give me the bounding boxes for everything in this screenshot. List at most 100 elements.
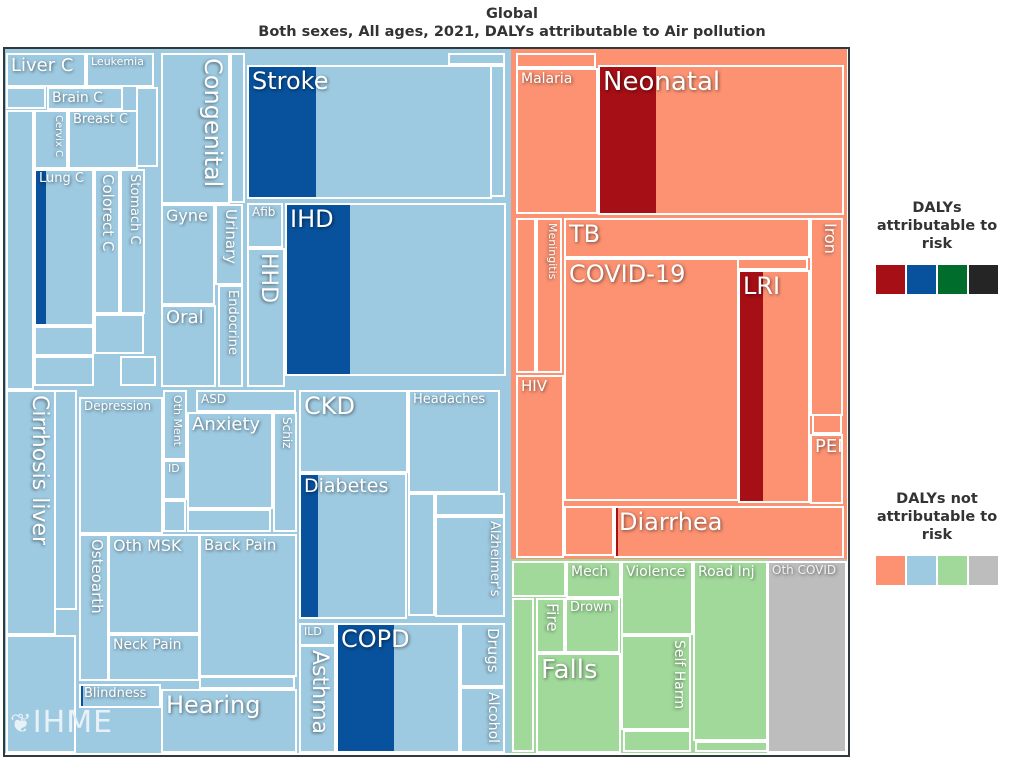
cell-label: Mech: [571, 564, 609, 580]
treemap-cell-ild[interactable]: ILD: [299, 623, 336, 646]
treemap-cell-alzheimer-s[interactable]: Alzheimer's: [435, 516, 505, 617]
treemap-cell-unlabeled[interactable]: [230, 53, 245, 203]
cell-label: PEM: [815, 436, 841, 457]
cell-label: Self Harm: [671, 640, 687, 710]
treemap-cell-unlabeled[interactable]: [6, 110, 34, 390]
treemap-cell-malaria[interactable]: Malaria: [516, 68, 598, 214]
treemap-cell-unlabeled[interactable]: [199, 676, 295, 689]
treemap-cell-unlabeled[interactable]: [695, 741, 768, 752]
treemap-cell-unlabeled[interactable]: [163, 500, 186, 532]
treemap-cell-colorect-c[interactable]: Colorect C: [94, 169, 120, 314]
treemap-cell-brain-c[interactable]: Brain C: [47, 87, 123, 110]
treemap-cell-road-inj[interactable]: Road Inj: [693, 561, 768, 741]
treemap-cell-cirrhosis-liver[interactable]: Cirrhosis liver: [6, 390, 56, 635]
attributable-bar: [36, 171, 47, 324]
cell-label: Malaria: [521, 71, 573, 87]
treemap-cell-unlabeled[interactable]: [94, 314, 144, 354]
cell-label: Violence: [626, 564, 686, 580]
treemap-cell-gyne[interactable]: Gyne: [161, 204, 215, 305]
legend-swatch: [938, 265, 967, 294]
treemap-cell-lung-c[interactable]: Lung C: [34, 169, 94, 326]
treemap-cell-unlabeled[interactable]: [448, 53, 505, 65]
treemap-cell-stomach-c[interactable]: Stomach C: [120, 169, 145, 314]
treemap-cell-unlabeled[interactable]: [737, 258, 808, 270]
treemap-cell-covid-19[interactable]: COVID-19: [564, 258, 739, 501]
treemap-cell-urinary[interactable]: Urinary: [215, 204, 243, 285]
treemap-cell-oth-ment[interactable]: Oth Ment: [163, 390, 187, 460]
treemap-cell-hearing[interactable]: Hearing: [161, 689, 297, 753]
treemap-cell-osteoarth[interactable]: Osteoarth: [79, 534, 109, 681]
attributable-bar: [616, 508, 619, 556]
treemap-cell-diarrhea[interactable]: Diarrhea: [614, 506, 844, 558]
treemap-cell-unlabeled[interactable]: [512, 598, 534, 752]
treemap-cell-unlabeled[interactable]: [812, 414, 842, 434]
cell-label: Alcohol: [485, 692, 501, 744]
treemap-cell-unlabeled[interactable]: [34, 356, 94, 386]
treemap-cell-unlabeled[interactable]: [516, 218, 536, 373]
legend-attributable-swatches: [862, 265, 1012, 299]
treemap-cell-asthma[interactable]: Asthma: [299, 645, 336, 753]
treemap-cell-lri[interactable]: LRI: [738, 270, 810, 503]
treemap-cell-unlabeled[interactable]: [187, 509, 271, 532]
treemap-cell-unlabeled[interactable]: [516, 53, 596, 68]
treemap-cell-hhd[interactable]: HHD: [247, 248, 285, 387]
treemap-cell-oral[interactable]: Oral: [161, 305, 216, 387]
treemap-cell-mech[interactable]: Mech: [566, 561, 621, 598]
treemap-cell-neck-pain[interactable]: Neck Pain: [108, 634, 200, 681]
treemap-cell-hiv[interactable]: HIV: [516, 375, 564, 558]
treemap-cell-unlabeled[interactable]: [6, 87, 46, 109]
treemap-cell-iron[interactable]: Iron: [810, 218, 843, 416]
treemap-cell-congenital[interactable]: Congenital: [161, 53, 230, 204]
treemap-cell-unlabeled[interactable]: [408, 493, 435, 616]
treemap-cell-asd[interactable]: ASD: [196, 390, 296, 412]
cell-label: Diarrhea: [619, 508, 723, 536]
treemap-cell-schiz[interactable]: Schiz: [273, 412, 297, 532]
cell-label: Falls: [541, 655, 598, 685]
treemap-cell-unlabeled[interactable]: [564, 506, 614, 556]
cell-label: Leukemia: [91, 55, 144, 68]
treemap-cell-unlabeled[interactable]: [6, 635, 76, 753]
treemap-cell-cervix-c[interactable]: Cervix C: [34, 110, 68, 169]
treemap-cell-unlabeled[interactable]: [623, 730, 691, 752]
treemap-cell-back-pain[interactable]: Back Pain: [199, 534, 297, 677]
treemap-cell-anxiety[interactable]: Anxiety: [187, 412, 273, 509]
treemap-cell-ckd[interactable]: CKD: [299, 390, 408, 473]
treemap-cell-drown[interactable]: Drown: [565, 598, 620, 653]
treemap-cell-ihd[interactable]: IHD: [285, 203, 506, 376]
treemap-cell-diabetes[interactable]: Diabetes: [299, 473, 407, 619]
treemap-cell-leukemia[interactable]: Leukemia: [86, 53, 154, 87]
treemap-cell-breast-c[interactable]: Breast C: [68, 110, 138, 169]
treemap-cell-alcohol[interactable]: Alcohol: [460, 687, 505, 753]
treemap-cell-unlabeled[interactable]: [490, 65, 505, 197]
treemap-cell-unlabeled[interactable]: [34, 326, 94, 356]
treemap-cell-liver-c[interactable]: Liver C: [6, 53, 86, 87]
treemap-cell-endocrine[interactable]: Endocrine: [218, 285, 243, 387]
cell-label: Diabetes: [304, 475, 389, 497]
treemap-cell-unlabeled[interactable]: [120, 356, 156, 386]
treemap-cell-self-harm[interactable]: Self Harm: [621, 635, 691, 730]
treemap-cell-meningitis[interactable]: Meningitis: [536, 218, 562, 373]
treemap-cell-copd[interactable]: COPD: [336, 623, 460, 753]
treemap-cell-oth-msk[interactable]: Oth MSK: [108, 534, 200, 634]
treemap-cell-depression[interactable]: Depression: [79, 397, 163, 534]
treemap-cell-neonatal[interactable]: Neonatal: [598, 65, 844, 215]
treemap-cell-fire[interactable]: Fire: [536, 598, 565, 653]
treemap-cell-stroke[interactable]: Stroke: [247, 65, 492, 199]
treemap-cell-blindness[interactable]: Blindness: [79, 684, 161, 708]
treemap-cell-violence[interactable]: Violence: [621, 561, 693, 635]
subtitle-line: Both sexes, All ages, 2021, DALYs attrib…: [258, 24, 766, 40]
cell-label: Meningitis: [546, 223, 559, 280]
treemap-cell-headaches[interactable]: Headaches: [408, 390, 500, 493]
treemap-cell-drugs[interactable]: Drugs: [460, 623, 505, 687]
cell-label: Osteoarth: [88, 539, 106, 614]
treemap-cell-tb[interactable]: TB: [564, 218, 810, 258]
cell-label: Congenital: [199, 58, 227, 188]
treemap-cell-id[interactable]: ID: [163, 460, 187, 500]
treemap-cell-unlabeled[interactable]: [512, 561, 566, 597]
treemap-cell-unlabeled[interactable]: [435, 493, 505, 516]
treemap-cell-oth-covid[interactable]: Oth COVID: [767, 561, 847, 753]
treemap-cell-afib[interactable]: Afib: [247, 203, 283, 248]
treemap-cell-unlabeled[interactable]: [136, 87, 158, 167]
treemap-cell-falls[interactable]: Falls: [536, 653, 621, 753]
treemap-cell-pem[interactable]: PEM: [810, 434, 843, 504]
